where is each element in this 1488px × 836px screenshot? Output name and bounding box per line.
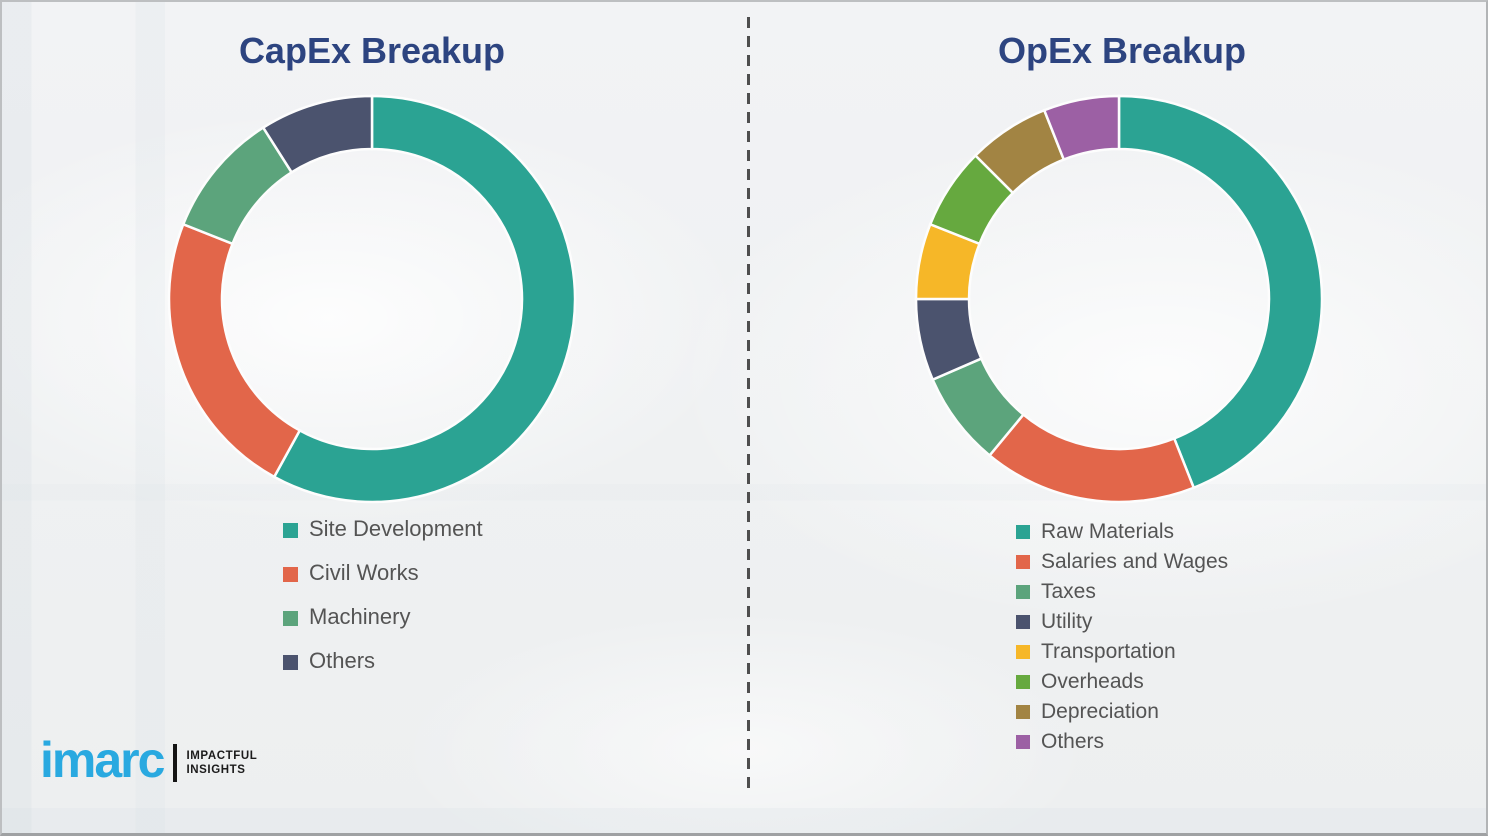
- capex-chart-title: CapEx Breakup: [238, 30, 506, 71]
- logo-tagline: IMPACTFUL INSIGHTS: [186, 749, 257, 778]
- legend-item-machinery: Machinery: [283, 604, 483, 648]
- slice-raw-materials: [1117, 94, 1324, 490]
- slice-others: [1042, 94, 1121, 162]
- logo-tagline-line2: INSIGHTS: [186, 764, 246, 776]
- legend-item-site-development: Site Development: [283, 516, 483, 560]
- logo-divider-bar: [173, 744, 178, 782]
- legend-swatch-others: [1016, 735, 1030, 749]
- logo-tagline-line1: IMPACTFUL: [186, 749, 258, 762]
- legend-item-civil-works: Civil Works: [283, 560, 483, 604]
- capex-legend: Site Development Civil Works Machinery Othe…: [283, 516, 483, 692]
- legend-label: Overheads: [1041, 670, 1144, 693]
- legend-swatch-taxes: [1016, 585, 1030, 599]
- legend-item-utility: Utility: [1016, 610, 1228, 640]
- legend-item-raw-materials: Raw Materials: [1016, 520, 1228, 550]
- dashed-divider-line: [747, 17, 750, 793]
- slice-others: [261, 94, 374, 175]
- legend-swatch-overheads: [1016, 675, 1030, 689]
- opex-donut-chart: [914, 94, 1324, 504]
- legend-item-others: Others: [283, 648, 483, 692]
- legend-item-transportation: Transportation: [1016, 640, 1228, 670]
- imarc-wordmark: imarc: [40, 732, 165, 788]
- legend-swatch-utility: [1016, 615, 1030, 629]
- legend-swatch-transportation: [1016, 645, 1030, 659]
- legend-label: Civil Works: [309, 560, 419, 585]
- legend-label: Raw Materials: [1041, 520, 1175, 543]
- legend-item-salaries-and-wages: Salaries and Wages: [1016, 550, 1228, 580]
- legend-swatch-civil-works: [283, 567, 298, 582]
- capex-donut-chart: [167, 94, 577, 504]
- legend-label: Machinery: [309, 604, 411, 629]
- legend-label: Taxes: [1041, 580, 1096, 603]
- legend-label: Transportation: [1041, 640, 1176, 663]
- slice-civil-works: [167, 222, 302, 479]
- slice-salaries-and-wages: [987, 412, 1196, 504]
- legend-item-overheads: Overheads: [1016, 670, 1228, 700]
- imarc-logo: imarc IMPACTFUL INSIGHTS: [40, 732, 257, 788]
- legend-swatch-machinery: [283, 611, 298, 626]
- legend-swatch-salaries-and-wages: [1016, 555, 1030, 569]
- legend-label: Others: [1041, 730, 1105, 753]
- legend-swatch-site-development: [283, 523, 298, 538]
- opex-legend: Raw Materials Salaries and Wages Taxes Util…: [1016, 520, 1228, 760]
- legend-label: Site Development: [309, 516, 483, 541]
- slice-site-development: [272, 94, 577, 504]
- legend-swatch-raw-materials: [1016, 525, 1030, 539]
- legend-label: Utility: [1041, 610, 1093, 633]
- legend-label: Depreciation: [1041, 700, 1159, 723]
- legend-item-depreciation: Depreciation: [1016, 700, 1228, 730]
- legend-label: Salaries and Wages: [1041, 550, 1229, 573]
- legend-label: Others: [309, 648, 376, 673]
- legend-swatch-others: [283, 655, 298, 670]
- opex-chart-title: OpEx Breakup: [997, 30, 1247, 71]
- legend-swatch-depreciation: [1016, 705, 1030, 719]
- legend-item-taxes: Taxes: [1016, 580, 1228, 610]
- legend-item-others: Others: [1016, 730, 1228, 760]
